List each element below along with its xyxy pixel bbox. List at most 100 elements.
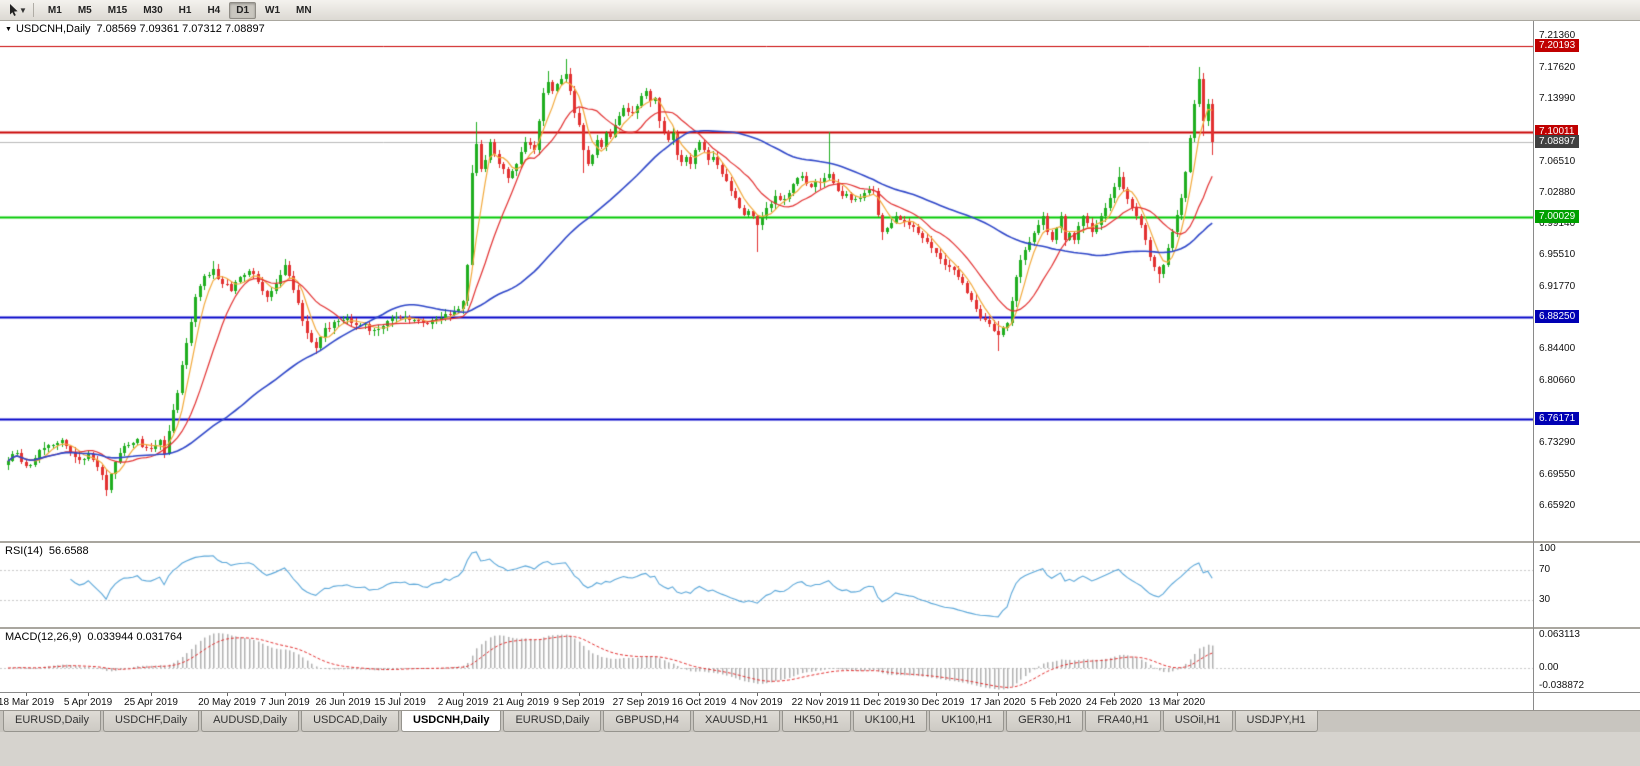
time-tick bbox=[579, 693, 580, 696]
timeframe-button-m1[interactable]: M1 bbox=[47, 4, 62, 16]
time-tick bbox=[757, 693, 758, 696]
chart-tab-usdcnh-daily[interactable]: USDCNH,Daily bbox=[401, 711, 502, 732]
rsi-canvas[interactable] bbox=[0, 543, 1533, 627]
price-badge: 6.88250 bbox=[1535, 309, 1580, 323]
time-tick bbox=[878, 693, 879, 696]
chart-tab-uk100-h1[interactable]: UK100,H1 bbox=[929, 711, 1005, 732]
rsi-name: RSI(14) bbox=[5, 545, 43, 557]
macd-values: 0.033944 0.031764 bbox=[87, 631, 183, 643]
chart-tab-usdcad-daily[interactable]: USDCAD,Daily bbox=[301, 711, 400, 732]
macd-name: MACD(12,26,9) bbox=[5, 631, 82, 643]
date-label: 25 Apr 2019 bbox=[124, 697, 178, 708]
time-tick bbox=[151, 693, 152, 696]
main-chart-panel: ▼ USDCNH,Daily 7.08569 7.09361 7.07312 7.0… bbox=[0, 21, 1640, 541]
macd-panel: MACD(12,26,9) 0.033944 0.031764 0.063113 0… bbox=[0, 629, 1640, 692]
timeframe-button-m5[interactable]: M5 bbox=[77, 4, 92, 16]
timeframe-button-m15[interactable]: M15 bbox=[107, 4, 128, 16]
price-tick: 6.99140 bbox=[1539, 218, 1576, 230]
timeframe-button-h1[interactable]: H1 bbox=[178, 4, 192, 16]
time-tick bbox=[936, 693, 937, 696]
macd-axis-label: -0.038872 bbox=[1539, 680, 1585, 691]
top-toolbar: ▼ M1 M5 M15 M30 H1 H4 D1 W1 MN bbox=[0, 0, 1640, 21]
price-tick: 6.95510 bbox=[1539, 249, 1576, 261]
chart-tab-fra40-h1[interactable]: FRA40,H1 bbox=[1085, 711, 1161, 732]
rsi-value: 56.6588 bbox=[48, 545, 89, 557]
date-label: 21 Aug 2019 bbox=[492, 697, 550, 708]
chart-tab-audusd-daily[interactable]: AUDUSD,Daily bbox=[201, 711, 300, 732]
timeframe-button-d1[interactable]: D1 bbox=[229, 1, 257, 19]
chart-tab-gbpusd-h4[interactable]: GBPUSD,H4 bbox=[603, 711, 691, 732]
toolbar-separator bbox=[32, 3, 34, 17]
chart-tab-eurusd-daily[interactable]: EURUSD,Daily bbox=[503, 711, 602, 732]
chart-tab-hk50-h1[interactable]: HK50,H1 bbox=[781, 711, 851, 732]
chart-tab-usoil-h1[interactable]: USOil,H1 bbox=[1162, 711, 1233, 732]
time-scale[interactable]: 18 Mar 2019 5 Apr 2019 25 Apr 2019 20 May 2… bbox=[0, 692, 1640, 710]
collapse-icon[interactable]: ▼ bbox=[5, 26, 12, 33]
chart-tab-uk100-h1[interactable]: UK100,H1 bbox=[852, 711, 928, 732]
price-tick: 6.84400 bbox=[1539, 343, 1576, 355]
timeframe-button-w1[interactable]: W1 bbox=[265, 4, 281, 16]
date-label: 11 Dec 2019 bbox=[850, 697, 906, 708]
date-label: 16 Oct 2019 bbox=[671, 697, 727, 708]
main-chart-canvas[interactable] bbox=[0, 21, 1533, 541]
price-axis-border bbox=[1533, 21, 1534, 710]
time-tick bbox=[26, 693, 27, 696]
time-tick bbox=[88, 693, 89, 696]
chart-tab-usdjpy-h1[interactable]: USDJPY,H1 bbox=[1234, 711, 1318, 732]
price-tick: 7.17620 bbox=[1539, 61, 1576, 73]
date-label: 2 Aug 2019 bbox=[437, 697, 489, 708]
chart-tab-xauusd-h1[interactable]: XAUUSD,H1 bbox=[692, 711, 780, 732]
price-tick: 6.80660 bbox=[1539, 375, 1576, 386]
time-tick bbox=[400, 693, 401, 696]
date-label: 13 Mar 2020 bbox=[1148, 697, 1206, 708]
time-tick bbox=[521, 693, 522, 696]
macd-scale[interactable]: 0.063113 0.00 -0.038872 bbox=[1534, 629, 1640, 692]
date-label: 17 Jan 2020 bbox=[970, 697, 1026, 708]
date-label: 15 Jul 2019 bbox=[374, 697, 426, 708]
date-label: 4 Nov 2019 bbox=[731, 697, 783, 708]
chart-tab-eurusd-daily[interactable]: EURUSD,Daily bbox=[3, 711, 101, 732]
timeframe-button-h4[interactable]: H4 bbox=[207, 4, 221, 16]
timeframe-button-m30[interactable]: M30 bbox=[143, 4, 163, 16]
date-label: 24 Feb 2020 bbox=[1085, 697, 1143, 708]
date-label: 30 Dec 2019 bbox=[907, 697, 965, 708]
date-label: 22 Nov 2019 bbox=[791, 697, 849, 708]
macd-canvas[interactable] bbox=[0, 629, 1533, 692]
chart-title-symbol: USDCNH,Daily bbox=[15, 23, 91, 35]
time-tick bbox=[820, 693, 821, 696]
time-tick bbox=[227, 693, 228, 696]
panel-splitter[interactable] bbox=[0, 541, 1640, 543]
rsi-title: RSI(14) 56.6588 bbox=[5, 545, 89, 557]
time-tick bbox=[1056, 693, 1057, 696]
price-tick: 7.13990 bbox=[1539, 92, 1576, 104]
timeframe-button-mn[interactable]: MN bbox=[296, 4, 312, 16]
rsi-level-label: 30 bbox=[1539, 594, 1551, 606]
price-tick: 7.02880 bbox=[1539, 186, 1576, 198]
price-tick: 6.69550 bbox=[1539, 469, 1576, 481]
price-badge: 7.08897 bbox=[1535, 134, 1580, 148]
price-badge: 7.20193 bbox=[1535, 38, 1580, 52]
date-label: 5 Feb 2020 bbox=[1030, 697, 1082, 708]
cursor-tool-icon[interactable] bbox=[4, 2, 22, 18]
chart-tab-bar: EURUSD,Daily USDCHF,Daily AUDUSD,Daily USDC… bbox=[0, 710, 1640, 732]
macd-axis-label: 0.063113 bbox=[1539, 629, 1580, 640]
date-label: 18 Mar 2019 bbox=[0, 697, 55, 708]
time-tick bbox=[285, 693, 286, 696]
price-tick: 6.91770 bbox=[1539, 280, 1576, 292]
date-label: 9 Sep 2019 bbox=[553, 697, 605, 708]
cursor-tool-caret-icon[interactable]: ▼ bbox=[19, 5, 27, 15]
price-scale[interactable]: 7.21360 7.17620 7.13990 7.06510 7.02880 6.991… bbox=[1534, 21, 1640, 541]
rsi-scale[interactable]: 100 70 30 bbox=[1534, 543, 1640, 627]
panel-splitter[interactable] bbox=[0, 627, 1640, 629]
chart-tab-ger30-h1[interactable]: GER30,H1 bbox=[1006, 711, 1084, 732]
rsi-level-label: 70 bbox=[1539, 563, 1551, 575]
chart-tab-usdchf-daily[interactable]: USDCHF,Daily bbox=[102, 711, 200, 732]
price-badge: 7.00029 bbox=[1535, 209, 1580, 223]
time-tick bbox=[1177, 693, 1178, 696]
chart-title-ohlc: 7.08569 7.09361 7.07312 7.08897 bbox=[96, 23, 265, 35]
status-bar bbox=[0, 732, 1640, 766]
macd-title: MACD(12,26,9) 0.033944 0.031764 bbox=[5, 631, 182, 643]
price-tick: 6.73290 bbox=[1539, 437, 1576, 449]
macd-axis-label: 0.00 bbox=[1539, 661, 1559, 673]
